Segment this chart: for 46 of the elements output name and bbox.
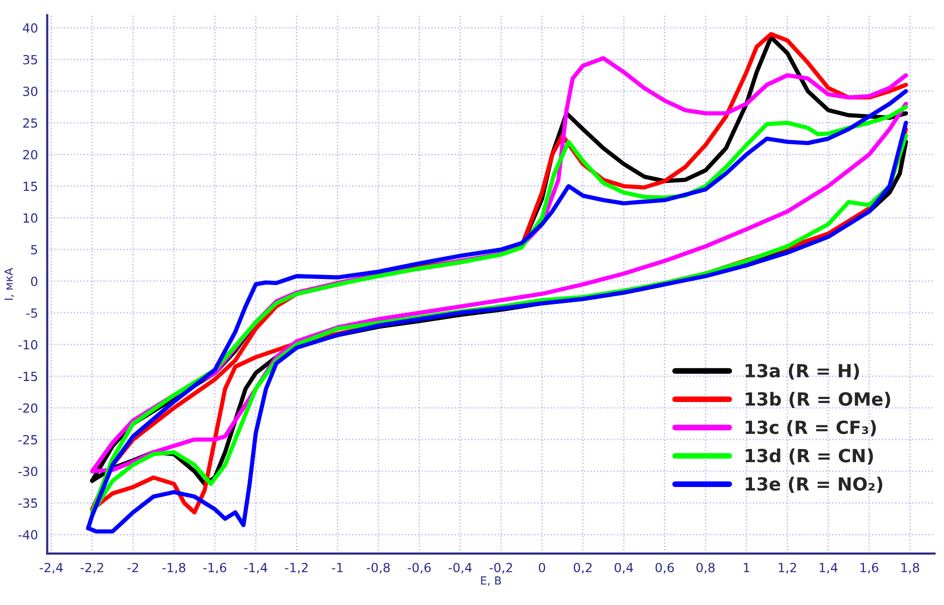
x-tick-label: 1,4: [820, 562, 838, 574]
legend-label: 13e (R = NO₂): [746, 476, 882, 493]
y-tick-label: -30: [18, 466, 38, 476]
y-tick-label: -15: [18, 372, 38, 382]
x-tick-label: -0,6: [408, 562, 431, 574]
y-axis-title: I, мкА: [4, 268, 14, 300]
x-axis-title: E, В: [481, 576, 501, 586]
y-tick-label: 0: [31, 276, 38, 286]
legend-label: 13c (R = CF₃): [746, 420, 876, 436]
y-tick-label: -25: [18, 435, 38, 444]
y-tick-label: 40: [22, 23, 38, 33]
x-tick-label: -2: [127, 562, 138, 572]
y-tick-label: 5: [31, 245, 38, 254]
x-tick-label: 0,2: [574, 562, 592, 574]
y-tick-label: -35: [18, 498, 38, 508]
x-tick-label: 0,6: [656, 562, 674, 574]
x-tick-label: -1,8: [162, 562, 186, 574]
x-tick-label: 1,8: [901, 562, 920, 574]
y-tick-label: 30: [23, 86, 38, 96]
x-tick-label: 1,2: [778, 562, 796, 574]
legend-label: 13a (R = H): [746, 364, 859, 380]
x-tick-label: -0,2: [490, 562, 512, 574]
y-tick-label: 20: [23, 150, 38, 160]
x-tick-label: -2,2: [80, 562, 104, 574]
x-tick-label: 0: [538, 562, 546, 572]
x-tick-label: -2,4: [40, 562, 63, 574]
y-tick-label: 35: [23, 54, 38, 64]
x-tick-label: -1: [332, 562, 343, 572]
x-tick-label: 0,4: [614, 562, 634, 574]
y-tick-label: 10: [24, 213, 38, 223]
x-tick-label: 1: [744, 562, 750, 572]
x-tick-label: 0,8: [696, 562, 715, 574]
x-tick-label: 1,6: [860, 562, 878, 574]
y-tick-label: -20: [18, 403, 38, 413]
x-tick-label: -1,2: [285, 562, 308, 574]
x-tick-label: -0,4: [448, 562, 472, 574]
x-tick-label: -0,8: [366, 562, 390, 574]
legend-label: 13d (R = CN): [746, 448, 873, 465]
y-tick-label: 15: [24, 182, 38, 192]
x-tick-label: -1,4: [244, 562, 268, 574]
y-tick-label: -5: [26, 308, 38, 318]
legend-label: 13b (R = OMe): [746, 392, 890, 408]
y-tick-label: -10: [18, 340, 38, 350]
y-tick-label: 25: [23, 118, 38, 128]
y-tick-label: -40: [18, 530, 38, 540]
x-tick-label: -1,6: [203, 562, 226, 574]
